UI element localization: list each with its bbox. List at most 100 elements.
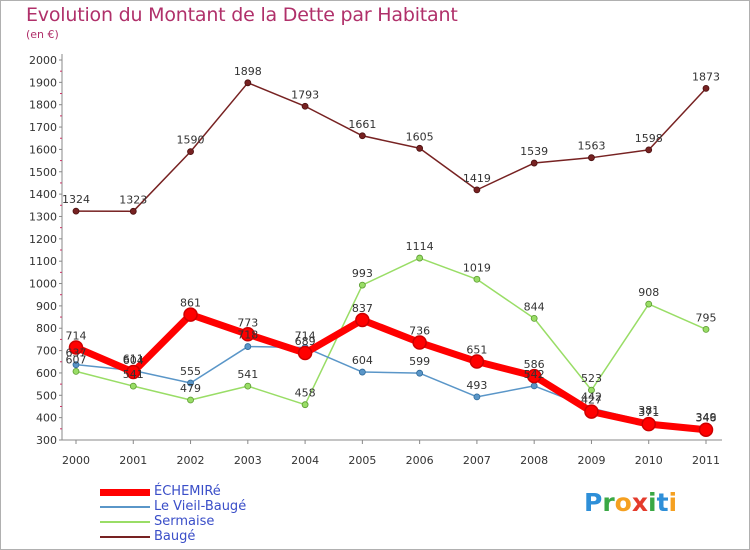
legend-label: Le Vieil-Baugé [154, 499, 247, 514]
x-tick-label: 2011 [692, 454, 720, 467]
data-label-2: 993 [352, 267, 373, 280]
series-line-2 [75, 257, 707, 406]
data-label-2: 541 [237, 368, 258, 381]
legend-swatch [100, 536, 150, 538]
data-label-1: 555 [180, 365, 201, 378]
x-tick-label: 2010 [635, 454, 663, 467]
x-tick-label: 2004 [291, 454, 319, 467]
data-label-3: 1590 [177, 134, 205, 147]
data-point-1 [473, 393, 481, 401]
data-point-2 [72, 367, 80, 375]
logo-letter: t [656, 488, 669, 517]
data-label-3: 1605 [406, 130, 434, 143]
legend-swatch [100, 506, 150, 508]
data-point-3 [358, 132, 366, 140]
data-label-3: 1873 [692, 70, 720, 83]
data-point-3 [588, 154, 595, 162]
data-point-2 [358, 281, 366, 289]
data-point-2 [702, 325, 710, 333]
data-label-1: 604 [352, 354, 373, 367]
y-tick-label: 1800 [29, 99, 57, 112]
data-point-1 [416, 369, 424, 377]
data-label-0: 837 [352, 302, 373, 315]
data-point-1 [530, 382, 538, 390]
data-label-2: 844 [524, 300, 545, 313]
data-label-2: 908 [638, 286, 659, 299]
data-label-0: 714 [66, 329, 87, 342]
x-tick-label: 2006 [406, 454, 434, 467]
data-point-0 [469, 354, 485, 369]
data-label-1: 611 [123, 352, 144, 365]
data-point-2 [129, 382, 137, 390]
y-tick-label: 1100 [29, 255, 57, 268]
y-tick-label: 800 [36, 322, 57, 335]
data-point-2 [244, 382, 252, 390]
data-point-2 [416, 254, 424, 262]
data-label-2: 458 [295, 387, 316, 400]
data-label-1: 599 [409, 355, 430, 368]
data-point-0 [698, 422, 714, 437]
data-label-2: 795 [696, 311, 717, 324]
proxiti-logo: Proxiti [584, 488, 677, 517]
y-tick-label: 1600 [29, 143, 57, 156]
data-label-0: 861 [180, 297, 201, 310]
y-tick-label: 700 [36, 345, 57, 358]
x-tick-label: 2003 [234, 454, 262, 467]
x-tick-label: 2009 [577, 454, 605, 467]
legend-swatch [100, 488, 150, 496]
data-point-3 [72, 207, 80, 215]
data-label-3: 1598 [635, 132, 663, 145]
data-label-1: 718 [237, 329, 258, 342]
data-label-2: 607 [66, 353, 87, 366]
data-label-3: 1419 [463, 172, 491, 185]
data-point-0 [240, 327, 256, 342]
y-tick-label: 600 [36, 367, 57, 380]
data-point-2 [473, 275, 481, 283]
data-label-0: 651 [466, 344, 487, 357]
data-label-3: 1898 [234, 65, 262, 78]
data-point-3 [301, 102, 309, 110]
y-tick-label: 1700 [29, 121, 57, 134]
data-point-3 [702, 84, 710, 92]
x-tick-label: 2005 [348, 454, 376, 467]
data-label-3: 1324 [62, 193, 90, 206]
series-line-3 [75, 82, 707, 213]
data-label-2: 523 [581, 372, 602, 385]
chart-subtitle: (en €) [26, 28, 59, 41]
data-label-2: 479 [180, 382, 201, 395]
data-point-0 [641, 416, 656, 432]
data-label-1: 442 [581, 390, 602, 403]
data-point-0 [355, 312, 370, 328]
legend-label: Sermaise [154, 514, 215, 529]
data-label-0: 689 [295, 335, 316, 348]
data-point-0 [183, 307, 198, 322]
data-label-1: 714 [295, 329, 316, 342]
data-label-3: 1793 [291, 88, 319, 101]
data-label-0: 371 [638, 406, 659, 419]
legend-label: ÉCHEMIRé [154, 484, 221, 499]
chart-title: Evolution du Montant de la Dette par Hab… [26, 4, 458, 26]
data-point-3 [530, 159, 538, 167]
data-label-1: 381 [638, 404, 659, 417]
y-tick-label: 1300 [29, 210, 57, 223]
data-point-2 [645, 300, 653, 308]
data-label-0: 427 [581, 394, 602, 407]
data-point-2 [530, 314, 538, 322]
data-point-2 [588, 386, 595, 394]
data-point-0 [68, 340, 84, 355]
data-label-0: 346 [696, 412, 717, 425]
logo-letter: r [602, 488, 615, 517]
data-point-0 [526, 368, 542, 384]
data-point-1 [72, 361, 80, 369]
data-point-0 [584, 404, 599, 419]
data-point-2 [187, 396, 194, 404]
data-label-0: 604 [123, 354, 144, 367]
data-point-1 [358, 368, 366, 376]
data-label-1: 637 [66, 347, 87, 360]
data-point-0 [126, 364, 141, 380]
data-label-2: 1114 [406, 240, 434, 253]
y-tick-label: 1200 [29, 233, 57, 246]
data-point-1 [244, 343, 252, 350]
data-point-3 [244, 79, 252, 87]
